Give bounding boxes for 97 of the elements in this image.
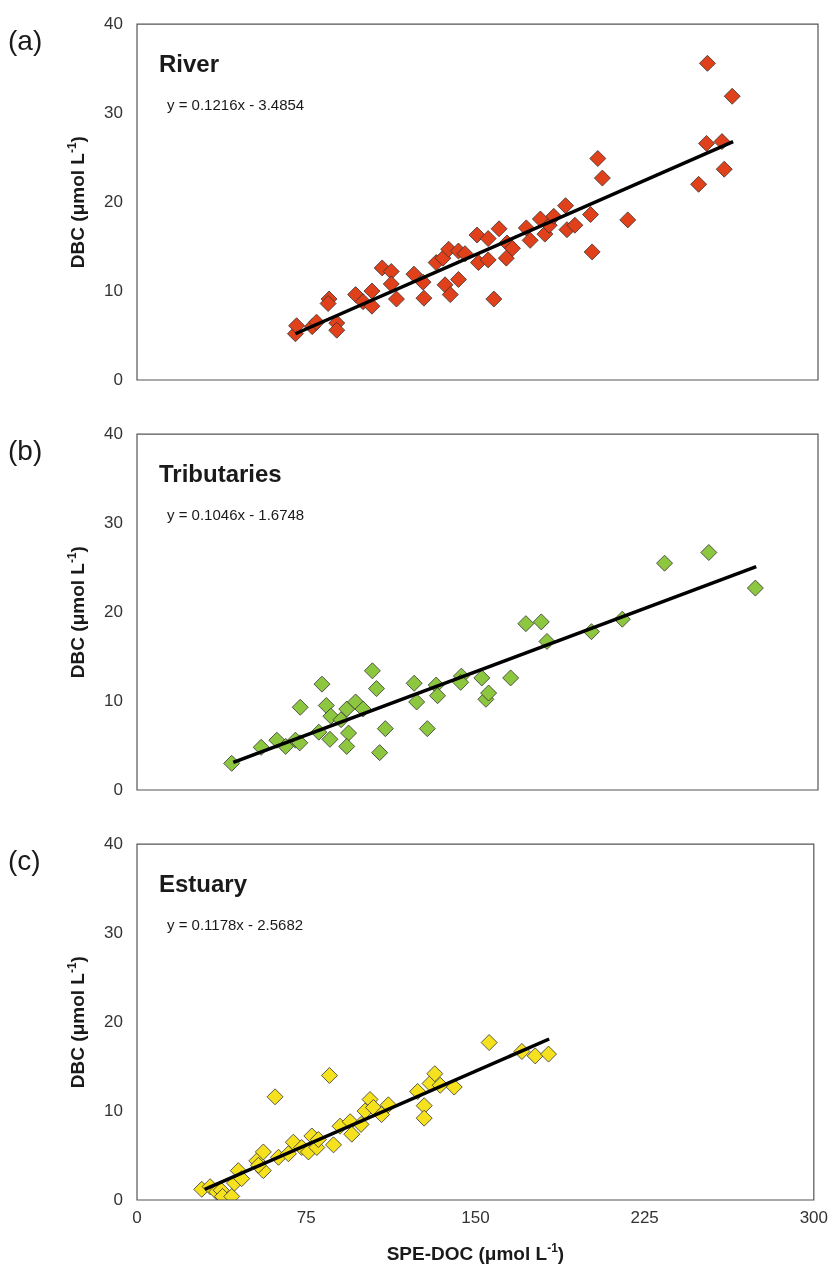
y-axis-title: DBC (μmol L-1) (65, 136, 88, 269)
point (504, 239, 521, 257)
point (593, 169, 611, 187)
point (441, 286, 459, 304)
point (338, 738, 356, 755)
y-tick-label: 30 (104, 922, 123, 942)
point (497, 249, 515, 267)
y-tick-label: 10 (104, 690, 123, 710)
text: Estuary (159, 870, 248, 898)
point (429, 687, 446, 705)
point (715, 160, 733, 178)
y-tick-label: 0 (113, 779, 123, 799)
point (490, 220, 508, 238)
point (405, 265, 423, 283)
point (532, 613, 550, 631)
point (526, 1047, 544, 1065)
text: Tributaries (159, 460, 282, 488)
y-tick-label: 20 (104, 191, 123, 211)
y-tick-label: 20 (104, 1011, 123, 1031)
point (480, 1034, 498, 1051)
point (699, 54, 716, 72)
point (746, 579, 764, 597)
point (343, 1125, 361, 1143)
point (582, 206, 599, 223)
point (418, 720, 436, 738)
point (521, 231, 539, 249)
point (382, 275, 400, 293)
y-tick-label: 10 (104, 1100, 123, 1120)
point (589, 150, 607, 167)
text: (a) (8, 25, 43, 57)
point (328, 321, 346, 339)
point (517, 615, 535, 633)
point (415, 1109, 433, 1127)
point (321, 730, 339, 748)
point (376, 720, 394, 738)
point (415, 1097, 433, 1115)
y-axis-title: DBC (μmol L-1) (65, 956, 88, 1089)
point (364, 662, 381, 680)
point (690, 175, 707, 193)
y-axis-title: DBC (μmol L-1) (65, 546, 88, 679)
point (566, 216, 584, 234)
y-tick-label: 30 (104, 102, 123, 122)
text: (c) (8, 845, 41, 877)
point (388, 290, 405, 308)
point (450, 271, 467, 288)
point (480, 684, 498, 702)
y-tick-label: 40 (104, 423, 123, 443)
annotation: y = 0.1216x - 3.4854 (167, 96, 305, 114)
point (540, 1045, 557, 1063)
x-tick-label: 0 (132, 1207, 142, 1227)
text: River (159, 50, 220, 78)
point (656, 554, 673, 572)
point (319, 295, 337, 312)
y-tick-label: 40 (104, 833, 123, 853)
point (363, 282, 381, 300)
point (485, 290, 503, 308)
point (313, 675, 331, 693)
point (325, 1136, 342, 1154)
x-tick-label: 150 (461, 1207, 490, 1227)
point (479, 230, 497, 247)
point (479, 251, 497, 269)
point (698, 134, 715, 152)
y-tick-label: 0 (113, 1189, 123, 1209)
x-tick-label: 75 (296, 1207, 316, 1227)
annotation: y = 0.1178x - 2.5682 (167, 916, 304, 934)
point (723, 87, 741, 105)
point (288, 317, 305, 335)
point (700, 544, 718, 561)
point (338, 700, 356, 718)
point (266, 1088, 284, 1106)
y-tick-label: 30 (104, 512, 123, 532)
point (408, 693, 426, 711)
point (473, 669, 491, 687)
point (502, 669, 520, 687)
x-tick-label: 225 (630, 1207, 659, 1227)
text: (b) (8, 435, 43, 467)
point (291, 698, 309, 716)
y-tick-label: 10 (104, 280, 123, 300)
point (317, 697, 335, 714)
y-tick-label: 40 (104, 13, 123, 33)
point (619, 211, 637, 229)
point (557, 197, 574, 215)
point (254, 1143, 272, 1161)
point (321, 1067, 338, 1084)
point (368, 680, 385, 697)
y-tick-label: 20 (104, 601, 123, 621)
point (365, 1099, 382, 1116)
y-tick-label: 0 (113, 369, 123, 389)
point (426, 1065, 444, 1083)
point (415, 289, 433, 307)
annotation: y = 0.1046x - 1.6748 (167, 506, 305, 524)
point (371, 744, 389, 762)
x-tick-label: 300 (799, 1207, 829, 1227)
point (340, 724, 357, 742)
point (382, 263, 400, 280)
point (583, 243, 601, 261)
point (405, 674, 423, 692)
